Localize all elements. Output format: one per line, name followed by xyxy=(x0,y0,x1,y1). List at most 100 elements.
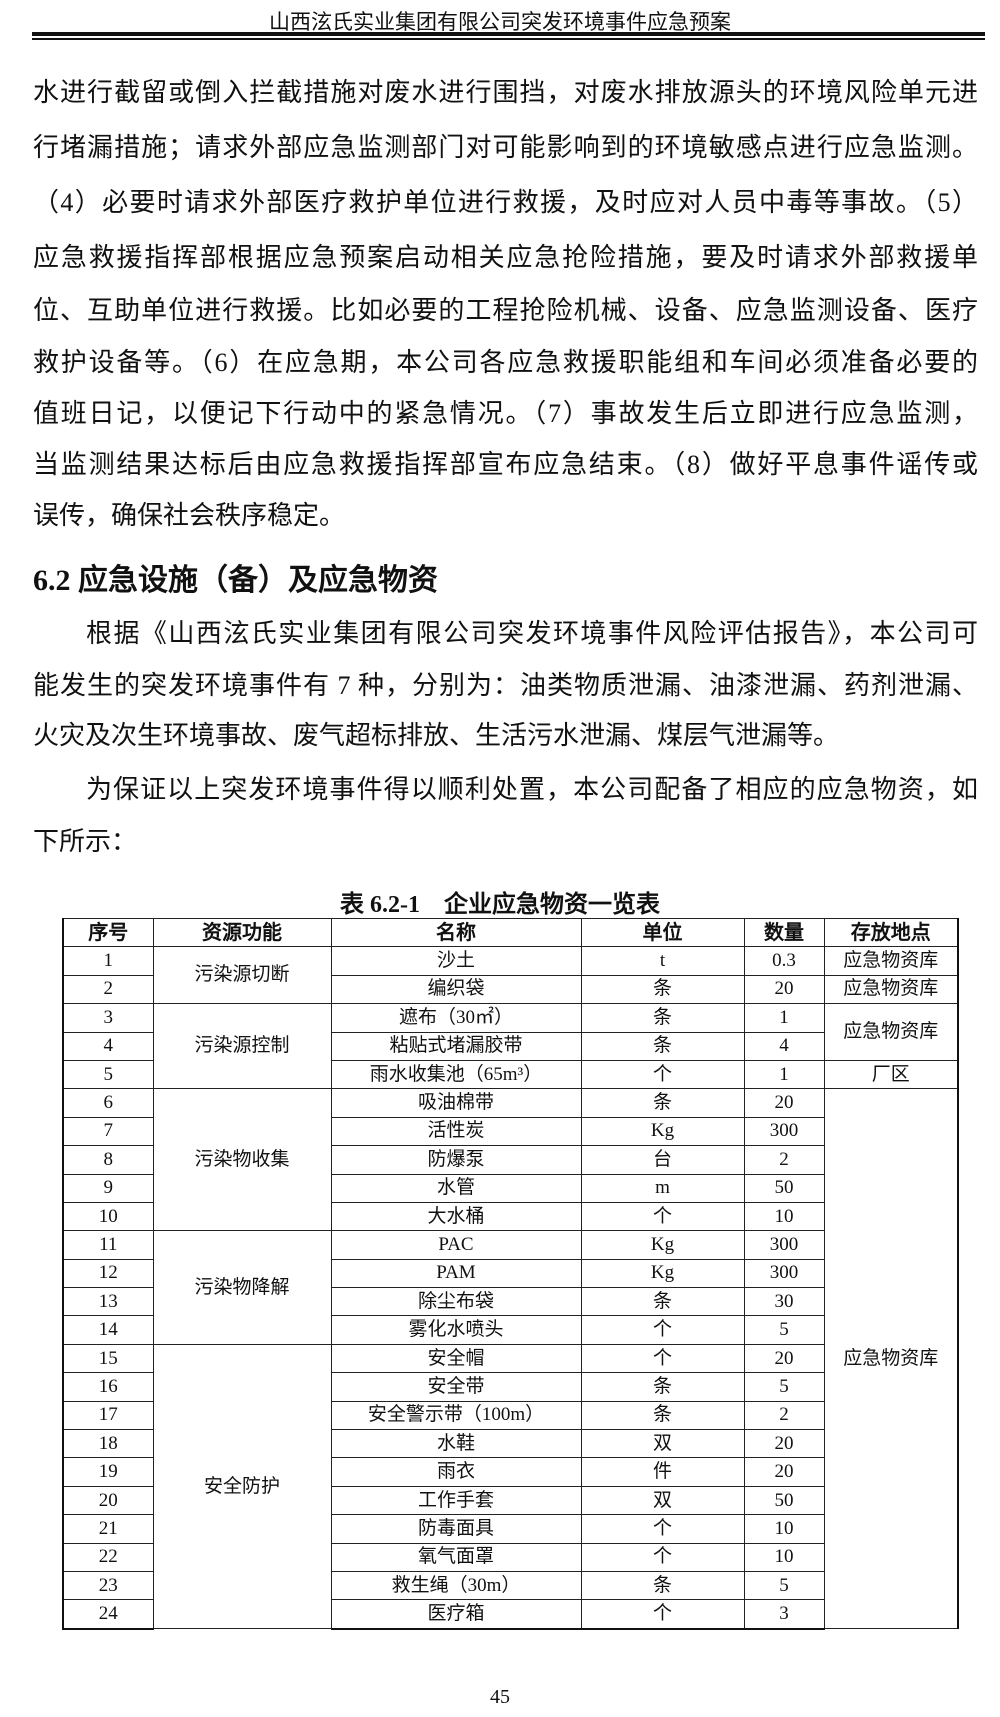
text-line: 值班日记，以便记下行动中的紧急情况。（7）事故发生后立即进行应急监测， xyxy=(33,399,978,428)
cell-name: 活性炭 xyxy=(330,1116,582,1147)
cell-quantity: 20 xyxy=(743,1088,825,1118)
cell-name: 吸油棉带 xyxy=(330,1088,582,1118)
cell-unit: 条 xyxy=(580,1287,745,1317)
cell-unit: 个 xyxy=(580,1201,745,1232)
cell-unit: 条 xyxy=(580,1088,745,1118)
cell-unit: 双 xyxy=(580,1485,745,1516)
cell-quantity: 0.3 xyxy=(743,946,825,976)
cell-name: 除尘布袋 xyxy=(330,1287,582,1317)
cell-unit: 台 xyxy=(580,1145,745,1175)
cell-name: 大水桶 xyxy=(330,1201,582,1232)
cell-function: 污染源切断 xyxy=(152,946,332,1005)
cell-unit: Kg xyxy=(580,1258,745,1289)
cell-quantity: 1 xyxy=(743,1003,825,1033)
text-line: 位、互助单位进行救援。比如必要的工程抢险机械、设备、应急监测设备、医疗 xyxy=(33,296,978,325)
cell-quantity: 30 xyxy=(743,1287,825,1317)
cell-name: 安全警示带（100m） xyxy=(330,1400,582,1431)
cell-name: 医疗箱 xyxy=(330,1599,582,1630)
text-line: 应急救援指挥部根据应急预案启动相关应急抢险措施，要及时请求外部救援单 xyxy=(33,243,978,272)
cell-quantity: 10 xyxy=(743,1201,825,1232)
cell-storage: 厂区 xyxy=(823,1059,959,1090)
cell-quantity: 2 xyxy=(743,1400,825,1431)
cell-name: 雨衣 xyxy=(330,1457,582,1487)
cell-quantity: 50 xyxy=(743,1173,825,1203)
cell-name: 防毒面具 xyxy=(330,1514,582,1544)
cell-quantity: 2 xyxy=(743,1145,825,1175)
table-row: 12 PAM Kg 300 xyxy=(62,1258,958,1289)
cell-quantity: 300 xyxy=(743,1116,825,1147)
cell-number: 19 xyxy=(62,1457,154,1487)
cell-function: 安全防护 xyxy=(152,1343,332,1630)
cell-unit: 个 xyxy=(580,1343,745,1374)
table-row: 1 污染源切断 沙土 t 0.3 应急物资库 xyxy=(62,946,959,1005)
column-header: 单位 xyxy=(580,917,745,948)
cell-unit: 个 xyxy=(580,1514,745,1544)
cell-quantity: 3 xyxy=(743,1599,825,1630)
cell-name: 粘贴式堵漏胶带 xyxy=(330,1031,582,1061)
cell-name: 雾化水喷头 xyxy=(330,1315,582,1345)
cell-unit: m xyxy=(580,1173,745,1203)
cell-storage: 应急物资库 xyxy=(823,974,959,1005)
table-row: 18 水鞋双 20 xyxy=(62,1429,958,1459)
cell-unit: Kg xyxy=(580,1230,745,1260)
cell-unit: 条 xyxy=(580,1031,745,1061)
cell-number: 12 xyxy=(62,1258,154,1289)
cell-quantity: 20 xyxy=(743,974,825,1005)
page-number: 45 xyxy=(490,1686,510,1708)
cell-unit: 个 xyxy=(580,1315,745,1345)
cell-number: 6 xyxy=(62,1088,154,1118)
table-row: 6 污染物收集 吸油棉带条 20 应急物资库 xyxy=(62,1088,959,1630)
cell-number: 11 xyxy=(62,1230,154,1260)
table-header-row: 序号 资源功能 名称 单位 数量 存放地点 xyxy=(62,917,959,948)
column-header: 序号 xyxy=(62,917,154,948)
cell-name: 安全帽 xyxy=(330,1343,582,1374)
table-row: 11 污染物降解 PAC Kg 300 xyxy=(62,1230,958,1345)
cell-unit: 条 xyxy=(580,1372,745,1402)
cell-function: 污染物收集 xyxy=(152,1088,332,1232)
text-line: 当监测结果达标后由应急救援指挥部宣布应急结束。（8）做好平息事件谣传或 xyxy=(33,450,978,479)
cell-quantity: 4 xyxy=(743,1031,825,1061)
cell-number: 22 xyxy=(62,1542,154,1572)
cell-name: 防爆泵 xyxy=(330,1145,582,1175)
cell-quantity: 300 xyxy=(743,1230,825,1260)
cell-name: 遮布（30㎡） xyxy=(330,1003,582,1033)
cell-quantity: 1 xyxy=(743,1059,825,1090)
text-line: 火灾及次生环境事故、废气超标排放、生活污水泄漏、煤层气泄漏等。 xyxy=(33,721,840,750)
column-header: 数量 xyxy=(743,917,825,948)
table-row: 22 氧气面罩个 10 xyxy=(62,1542,958,1572)
cell-quantity: 20 xyxy=(743,1343,825,1374)
table-caption: 表 6.2-1 企业应急物资一览表 xyxy=(340,892,660,918)
cell-number: 13 xyxy=(62,1287,154,1317)
cell-number: 1 xyxy=(62,946,154,976)
table-row: 3 污染源控制 遮布（30㎡）条 1 应急物资库 xyxy=(62,1003,959,1090)
cell-name: 编织袋 xyxy=(330,974,582,1005)
table-row: 24 医疗箱个 3 xyxy=(62,1599,958,1630)
cell-number: 14 xyxy=(62,1315,154,1345)
cell-number: 4 xyxy=(62,1031,154,1061)
cell-name: 雨水收集池（65m³） xyxy=(330,1059,582,1090)
running-header: 山西泫氏实业集团有限公司突发环境事件应急预案 xyxy=(269,10,731,34)
text-line: 根据《山西泫氏实业集团有限公司突发环境事件风险评估报告》，本公司可 xyxy=(86,619,978,648)
text-line: 能发生的突发环境事件有 7 种，分别为：油类物质泄漏、油漆泄漏、药剂泄漏、 xyxy=(33,671,978,700)
cell-number: 5 xyxy=(62,1059,154,1090)
column-header: 资源功能 xyxy=(152,917,332,948)
text-line: 行堵漏措施；请求外部应急监测部门对可能影响到的环境敏感点进行应急监测。 xyxy=(33,133,978,162)
section-heading: 6.2 应急设施（备）及应急物资 xyxy=(33,564,438,597)
cell-number: 15 xyxy=(62,1343,154,1374)
cell-unit: 个 xyxy=(580,1599,745,1630)
text-line: 下所示： xyxy=(33,827,138,856)
cell-number: 18 xyxy=(62,1429,154,1459)
cell-name: PAC xyxy=(330,1230,582,1260)
table-row: 16 安全带条 5 xyxy=(62,1372,958,1402)
table-row: 8 防爆泵台 2 xyxy=(62,1145,958,1175)
emergency-supplies-table: 序号 资源功能 名称 单位 数量 存放地点 1 污染源切断 沙土 t 0.3 应急物资库 2 编织袋条 2… xyxy=(62,917,959,1630)
cell-quantity: 5 xyxy=(743,1315,825,1345)
cell-number: 17 xyxy=(62,1400,154,1431)
cell-name: 氧气面罩 xyxy=(330,1542,582,1572)
cell-unit: 个 xyxy=(580,1542,745,1572)
text-line: 误传，确保社会秩序稳定。 xyxy=(33,501,346,530)
cell-unit: 条 xyxy=(580,974,745,1005)
cell-number: 2 xyxy=(62,974,154,1005)
cell-unit: 条 xyxy=(580,1400,745,1431)
text-line: 为保证以上突发环境事件得以顺利处置，本公司配备了相应的应急物资，如 xyxy=(86,775,978,804)
